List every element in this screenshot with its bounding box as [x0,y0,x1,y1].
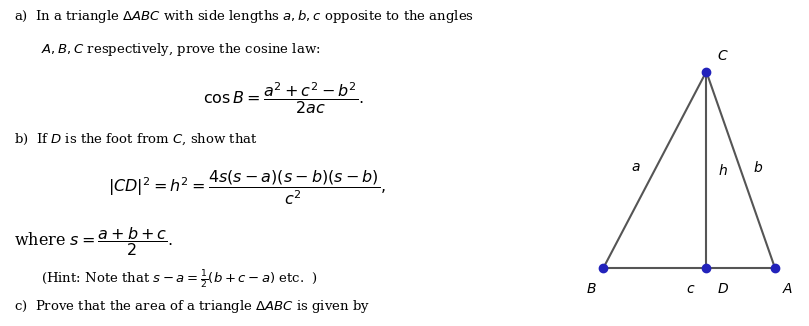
Text: a)  In a triangle $\Delta ABC$ with side lengths $a, b, c$ opposite to the angle: a) In a triangle $\Delta ABC$ with side … [14,8,474,25]
Text: b)  If $D$ is the foot from $C$, show that: b) If $D$ is the foot from $C$, show tha… [14,132,258,147]
Text: where $s = \dfrac{a+b+c}{2}.$: where $s = \dfrac{a+b+c}{2}.$ [14,225,173,258]
Text: $D$: $D$ [717,283,729,296]
Text: $C$: $C$ [717,49,728,63]
Text: (Hint: Note that $s - a = \frac{1}{2}(b + c - a)$ etc.  ): (Hint: Note that $s - a = \frac{1}{2}(b … [40,269,318,291]
Text: $\cos B = \dfrac{a^2 + c^2 - b^2}{2ac}.$: $\cos B = \dfrac{a^2 + c^2 - b^2}{2ac}.$ [203,80,364,115]
Text: $A$: $A$ [781,283,793,296]
Text: $c$: $c$ [686,283,696,296]
Text: $|CD|^2 = h^2 = \dfrac{4s(s-a)(s-b)(s-b)}{c^2},$: $|CD|^2 = h^2 = \dfrac{4s(s-a)(s-b)(s-b)… [108,168,386,207]
Text: $B$: $B$ [586,283,596,296]
Text: $b$: $b$ [753,160,763,175]
Text: $A, B, C$ respectively, prove the cosine law:: $A, B, C$ respectively, prove the cosine… [40,41,320,58]
Text: $a$: $a$ [631,160,641,174]
Text: $h$: $h$ [718,163,728,178]
Text: c)  Prove that the area of a triangle $\Delta ABC$ is given by: c) Prove that the area of a triangle $\D… [14,298,370,315]
